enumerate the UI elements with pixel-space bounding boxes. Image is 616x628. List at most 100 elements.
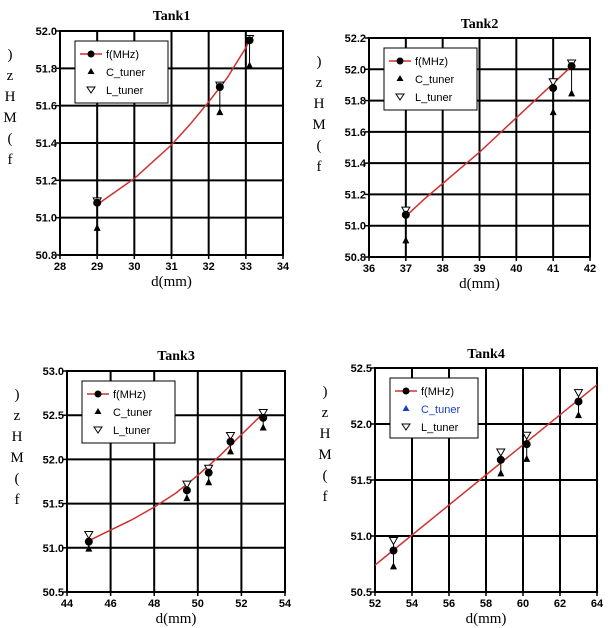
chart-panel-4: 50.5 51.0 51.5 52.0 52.5 52 54 56 58 60 62 64 Tank4 d… — [318, 347, 604, 627]
y-tick-label: 52.0 — [43, 454, 64, 466]
x-axis-label: d(mm) — [459, 276, 500, 292]
y-axis-label-char: H — [320, 426, 331, 442]
x-tick-label: 36 — [363, 263, 375, 275]
y-axis-label: ) z H M (f — [10, 387, 23, 508]
y-tick-label: 50.8 — [345, 252, 366, 264]
y-tick-label: 52.5 — [43, 410, 64, 422]
x-tick-label: 38 — [437, 263, 449, 275]
l-tuner-point — [388, 536, 399, 546]
y-axis-label-char: H — [12, 429, 23, 445]
legend-label: f(MHz) — [421, 386, 454, 398]
y-tick-label: 50.8 — [36, 250, 57, 262]
y-tick-label: 51.0 — [36, 213, 57, 225]
f-mhz-point — [549, 84, 558, 93]
fit-curve — [96, 39, 251, 206]
x-tick-label: 34 — [277, 261, 290, 273]
legend-swatch-triangle-up — [87, 68, 95, 74]
x-tick-label: 29 — [91, 261, 103, 273]
x-tick-label: 52 — [235, 598, 247, 610]
y-axis-label-char: f — [15, 492, 20, 508]
y-axis-label: ) z H M (f — [312, 54, 325, 175]
y-axis-label-char: M — [10, 450, 23, 466]
c-tuner-point — [93, 223, 101, 231]
y-tick-label: 51.2 — [345, 189, 366, 201]
x-axis-label: d(mm) — [151, 274, 192, 290]
chart-panel-1: 50.8 51.0 51.2 51.4 51.6 51.8 52.0 28 29 30 31 32 33… — [3, 9, 290, 290]
x-tick-label: 37 — [400, 263, 412, 275]
legend-label: C_tuner — [113, 407, 152, 419]
f-mhz-point — [259, 413, 268, 422]
y-axis-label-char: H — [5, 89, 16, 105]
c-tuner-point — [183, 494, 191, 502]
legend-swatch-triangle-down — [86, 86, 96, 94]
legend-swatch-triangle-up — [94, 408, 102, 414]
y-tick-label: 50.5 — [43, 587, 64, 599]
y-axis-label-char: ( — [317, 138, 322, 154]
x-tick-label: 56 — [443, 598, 455, 610]
legend-label: f(MHz) — [106, 49, 139, 61]
f-mhz-point — [182, 486, 191, 495]
c-tuner-point — [85, 544, 93, 552]
x-tick-label: 32 — [203, 261, 215, 273]
y-axis-label-char: z — [322, 405, 329, 421]
chart-title: Tank3 — [157, 349, 195, 364]
c-tuner-point — [575, 411, 582, 419]
f-mhz-point — [215, 83, 224, 91]
legend-swatch-circle — [87, 50, 95, 58]
x-tick-label: 40 — [510, 263, 522, 275]
x-tick-label: 64 — [591, 598, 604, 610]
y-axis-label-char: ) — [317, 54, 322, 70]
x-tick-label: 54 — [279, 598, 292, 610]
y-tick-label: 51.8 — [345, 96, 366, 108]
f-mhz-point — [401, 210, 410, 219]
fit-curve — [405, 65, 573, 217]
c-tuner-point — [523, 454, 531, 462]
f-mhz-point — [574, 397, 583, 406]
x-tick-label: 44 — [61, 598, 74, 610]
legend-swatch-triangle-up — [402, 405, 410, 411]
fit-curve — [375, 384, 597, 566]
legend-swatch-triangle-down — [395, 93, 405, 101]
y-tick-label: 51.5 — [43, 499, 64, 511]
x-tick-label: 33 — [240, 261, 252, 273]
x-tick-label: 62 — [554, 598, 566, 610]
x-tick-label: 54 — [406, 598, 419, 610]
x-tick-label: 31 — [165, 261, 177, 273]
y-tick-label: 51.8 — [36, 63, 57, 75]
y-tick-label: 53.0 — [43, 366, 64, 378]
y-axis-label-char: z — [316, 75, 323, 91]
y-tick-label: 51.0 — [43, 543, 64, 555]
chart-panel-2: 50.8 51.0 51.2 51.4 51.6 51.8 52.0 52.2 36 37 38 39… — [312, 17, 596, 292]
f-mhz-point — [204, 468, 213, 477]
y-axis-label-char: ) — [323, 384, 328, 400]
l-tuner-point — [225, 432, 236, 441]
y-axis-label-char: M — [318, 447, 331, 463]
c-tuner-point — [402, 236, 410, 244]
legend: f(MHz) C_tuner L_tuner — [81, 380, 176, 444]
legend-swatch-circle — [402, 387, 410, 395]
l-tuner-point — [495, 448, 506, 458]
f-mhz-point — [496, 455, 505, 464]
x-tick-label: 39 — [473, 263, 485, 275]
c-tuner-point — [568, 89, 576, 97]
y-axis-label-char: f — [317, 159, 322, 175]
legend-swatch-circle — [396, 57, 404, 65]
y-axis-label-char: ) — [8, 47, 13, 63]
y-axis-label-char: z — [7, 68, 14, 84]
c-tuner-point — [497, 469, 505, 477]
y-axis-label-char: ( — [323, 468, 328, 484]
c-tuner-point — [259, 423, 267, 431]
c-tuner-point — [390, 562, 397, 570]
y-axis-label-char: M — [3, 110, 16, 126]
y-axis-label-char: ( — [15, 471, 20, 487]
x-tick-label: 60 — [517, 598, 529, 610]
x-tick-label: 42 — [584, 263, 596, 275]
y-axis-label: ) z H M (f — [318, 384, 331, 505]
legend: f(MHz) C_tuner L_tuner — [383, 47, 478, 111]
l-tuner-point — [182, 480, 192, 490]
x-axis-label: d(mm) — [466, 611, 507, 627]
x-tick-label: 46 — [104, 598, 116, 610]
l-tuner-point — [83, 531, 94, 540]
x-tick-label: 50 — [192, 598, 204, 610]
y-tick-label: 52.0 — [345, 64, 366, 76]
